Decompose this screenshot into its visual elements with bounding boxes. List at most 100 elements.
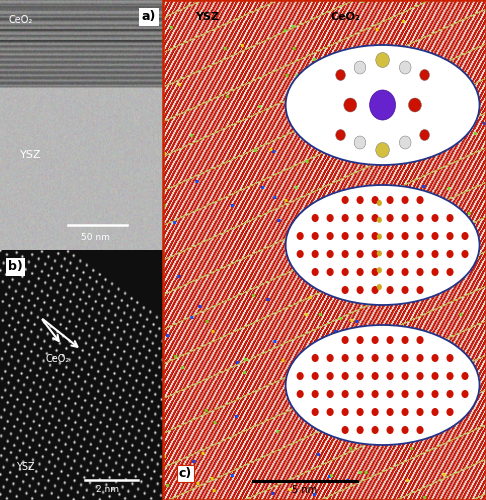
Text: CeO₂: CeO₂: [8, 15, 33, 25]
Text: c): c): [179, 467, 192, 480]
Ellipse shape: [296, 250, 304, 258]
Ellipse shape: [371, 268, 379, 276]
Ellipse shape: [357, 268, 364, 276]
Ellipse shape: [286, 325, 480, 445]
Ellipse shape: [312, 372, 319, 380]
Ellipse shape: [417, 408, 424, 416]
Ellipse shape: [447, 250, 453, 258]
Ellipse shape: [417, 390, 424, 398]
Ellipse shape: [447, 268, 453, 276]
Ellipse shape: [401, 286, 409, 294]
Ellipse shape: [342, 354, 348, 362]
Ellipse shape: [401, 354, 409, 362]
Ellipse shape: [371, 372, 379, 380]
Ellipse shape: [386, 390, 394, 398]
Ellipse shape: [377, 234, 382, 239]
Text: CeO₂: CeO₂: [331, 12, 361, 22]
Ellipse shape: [296, 372, 304, 380]
Ellipse shape: [377, 267, 382, 273]
Ellipse shape: [386, 268, 394, 276]
Ellipse shape: [327, 408, 334, 416]
Text: YSZ: YSZ: [195, 12, 219, 22]
Ellipse shape: [386, 250, 394, 258]
Ellipse shape: [342, 286, 348, 294]
Text: YSZ: YSZ: [17, 462, 35, 472]
Ellipse shape: [377, 284, 382, 290]
Ellipse shape: [342, 372, 348, 380]
Ellipse shape: [401, 268, 409, 276]
Ellipse shape: [401, 408, 409, 416]
Ellipse shape: [401, 250, 409, 258]
Ellipse shape: [357, 372, 364, 380]
Ellipse shape: [447, 390, 453, 398]
Ellipse shape: [342, 214, 348, 222]
Ellipse shape: [376, 52, 389, 68]
Ellipse shape: [371, 426, 379, 434]
Ellipse shape: [432, 250, 438, 258]
Ellipse shape: [417, 286, 424, 294]
Ellipse shape: [461, 372, 469, 380]
Ellipse shape: [401, 214, 409, 222]
Text: CeO₂: CeO₂: [46, 354, 70, 364]
Ellipse shape: [327, 214, 334, 222]
Ellipse shape: [408, 98, 421, 112]
Ellipse shape: [342, 250, 348, 258]
Ellipse shape: [432, 390, 438, 398]
Ellipse shape: [357, 286, 364, 294]
Ellipse shape: [342, 408, 348, 416]
Ellipse shape: [312, 250, 319, 258]
Ellipse shape: [401, 372, 409, 380]
Ellipse shape: [357, 196, 364, 204]
Ellipse shape: [371, 408, 379, 416]
Ellipse shape: [417, 372, 424, 380]
Ellipse shape: [327, 250, 334, 258]
Ellipse shape: [371, 286, 379, 294]
Ellipse shape: [354, 61, 366, 74]
Ellipse shape: [399, 61, 411, 74]
Ellipse shape: [312, 214, 319, 222]
Ellipse shape: [327, 268, 334, 276]
Ellipse shape: [371, 336, 379, 344]
Ellipse shape: [432, 214, 438, 222]
Ellipse shape: [386, 196, 394, 204]
Ellipse shape: [286, 45, 480, 165]
Ellipse shape: [357, 232, 364, 240]
Ellipse shape: [386, 336, 394, 344]
Ellipse shape: [296, 390, 304, 398]
Ellipse shape: [461, 232, 469, 240]
Ellipse shape: [344, 98, 357, 112]
Ellipse shape: [371, 214, 379, 222]
Ellipse shape: [371, 232, 379, 240]
Ellipse shape: [377, 200, 382, 206]
Text: 2 nm: 2 nm: [96, 486, 119, 494]
Ellipse shape: [342, 232, 348, 240]
Ellipse shape: [417, 336, 424, 344]
Ellipse shape: [377, 217, 382, 223]
Ellipse shape: [401, 196, 409, 204]
Ellipse shape: [417, 268, 424, 276]
Ellipse shape: [417, 354, 424, 362]
Ellipse shape: [342, 268, 348, 276]
Ellipse shape: [447, 372, 453, 380]
Text: YSZ: YSZ: [19, 150, 41, 160]
Ellipse shape: [312, 408, 319, 416]
Text: 50 nm: 50 nm: [82, 233, 110, 242]
Ellipse shape: [327, 232, 334, 240]
Ellipse shape: [342, 196, 348, 204]
Ellipse shape: [447, 232, 453, 240]
Ellipse shape: [401, 390, 409, 398]
Ellipse shape: [447, 408, 453, 416]
Ellipse shape: [417, 250, 424, 258]
Ellipse shape: [371, 250, 379, 258]
Text: a): a): [142, 10, 156, 23]
Ellipse shape: [432, 232, 438, 240]
Ellipse shape: [386, 426, 394, 434]
Ellipse shape: [417, 232, 424, 240]
Ellipse shape: [296, 232, 304, 240]
Ellipse shape: [342, 390, 348, 398]
Ellipse shape: [399, 136, 411, 149]
Ellipse shape: [377, 250, 382, 256]
Ellipse shape: [447, 214, 453, 222]
Ellipse shape: [357, 336, 364, 344]
Ellipse shape: [357, 214, 364, 222]
